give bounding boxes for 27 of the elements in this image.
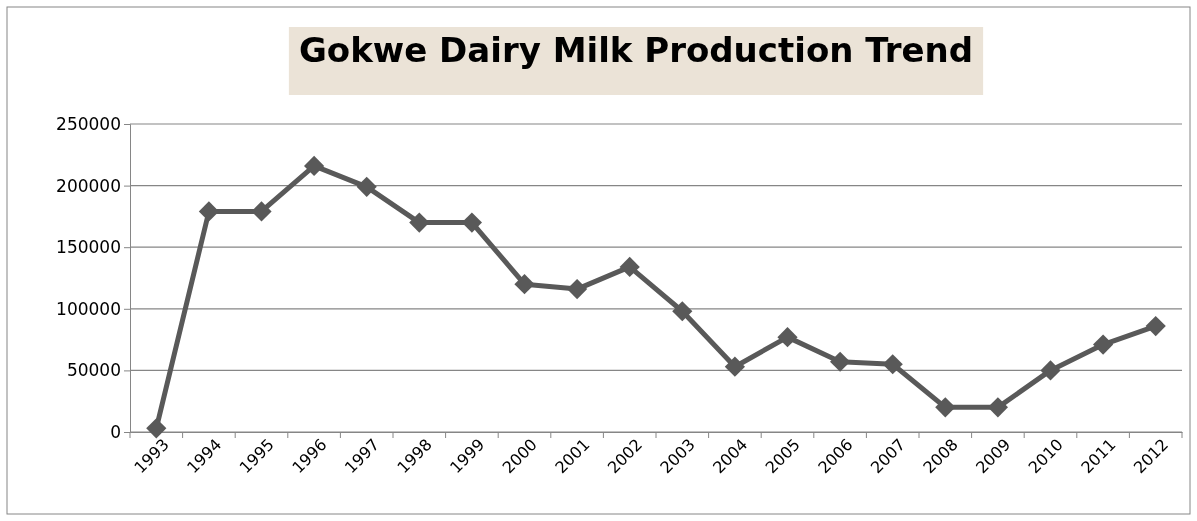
point: [882, 354, 903, 375]
point: [198, 201, 219, 222]
point: [619, 256, 640, 278]
point: [567, 278, 588, 300]
point: [987, 397, 1008, 418]
y-tick-label: 100000: [56, 298, 121, 319]
y-tick-label: 250000: [56, 113, 121, 134]
point: [777, 327, 798, 348]
point: [356, 176, 377, 197]
point: [1093, 334, 1114, 355]
y-tick-label: 200000: [56, 175, 121, 196]
y-tick-label: 0: [110, 421, 121, 442]
point: [409, 212, 430, 233]
point: [251, 201, 272, 222]
point: [304, 155, 325, 176]
point: [724, 356, 745, 377]
y-tick-label: 50000: [66, 360, 121, 381]
point: [935, 397, 956, 418]
point: [1145, 315, 1166, 337]
point: [830, 351, 851, 372]
y-tick-label: 150000: [56, 237, 121, 258]
point: [461, 212, 482, 233]
chart-title: Gokwe Dairy Milk Production Trend: [298, 30, 974, 70]
point: [672, 301, 693, 322]
point: [514, 274, 535, 295]
point: [146, 418, 167, 439]
point: [1040, 360, 1061, 381]
